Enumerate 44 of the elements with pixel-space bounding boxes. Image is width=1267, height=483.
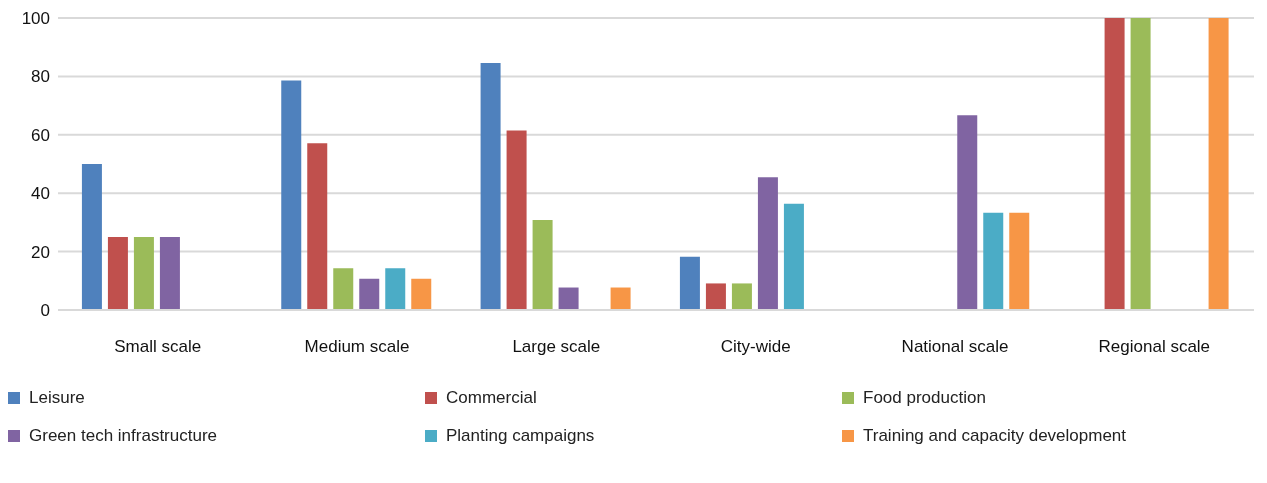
y-tick-label: 0 xyxy=(40,301,50,321)
bar xyxy=(411,278,432,310)
legend-label: Green tech infrastructure xyxy=(29,426,218,446)
legend-label: Food production xyxy=(863,388,986,408)
legend-label: Planting campaigns xyxy=(446,426,595,446)
bar xyxy=(1130,18,1151,310)
x-tick-label: Small scale xyxy=(114,337,202,357)
y-tick-label: 20 xyxy=(31,242,50,262)
bar xyxy=(1208,18,1229,310)
bar xyxy=(532,220,553,310)
bar xyxy=(679,256,700,310)
bar xyxy=(333,268,354,310)
bar xyxy=(757,177,778,310)
y-tick-label: 100 xyxy=(21,9,50,29)
x-tick-label: Regional scale xyxy=(1098,337,1211,357)
bar xyxy=(480,62,501,310)
y-tick-label: 60 xyxy=(31,125,50,145)
bar xyxy=(385,268,406,310)
bar xyxy=(1009,212,1030,310)
bar xyxy=(610,287,631,310)
bar xyxy=(957,115,978,310)
legend-label: Commercial xyxy=(446,388,537,408)
bar xyxy=(159,237,180,310)
bar xyxy=(731,283,752,310)
bar xyxy=(558,287,579,310)
legend-label: Leisure xyxy=(29,388,85,408)
bar xyxy=(133,237,154,310)
bar xyxy=(281,80,302,310)
y-tick-label: 40 xyxy=(31,184,50,204)
bar xyxy=(983,212,1004,310)
x-tick-label: Medium scale xyxy=(304,337,410,357)
bar xyxy=(81,164,102,310)
bar xyxy=(107,237,128,310)
legend-label: Training and capacity development xyxy=(863,426,1127,446)
bar xyxy=(1104,18,1125,310)
bar xyxy=(307,143,328,310)
y-tick-label: 80 xyxy=(31,67,50,87)
x-tick-label: City-wide xyxy=(720,337,791,357)
bar xyxy=(506,130,527,310)
x-tick-label: National scale xyxy=(901,337,1009,357)
bar xyxy=(783,203,804,310)
bar xyxy=(705,283,726,310)
bar xyxy=(359,278,380,310)
x-tick-label: Large scale xyxy=(512,337,601,357)
